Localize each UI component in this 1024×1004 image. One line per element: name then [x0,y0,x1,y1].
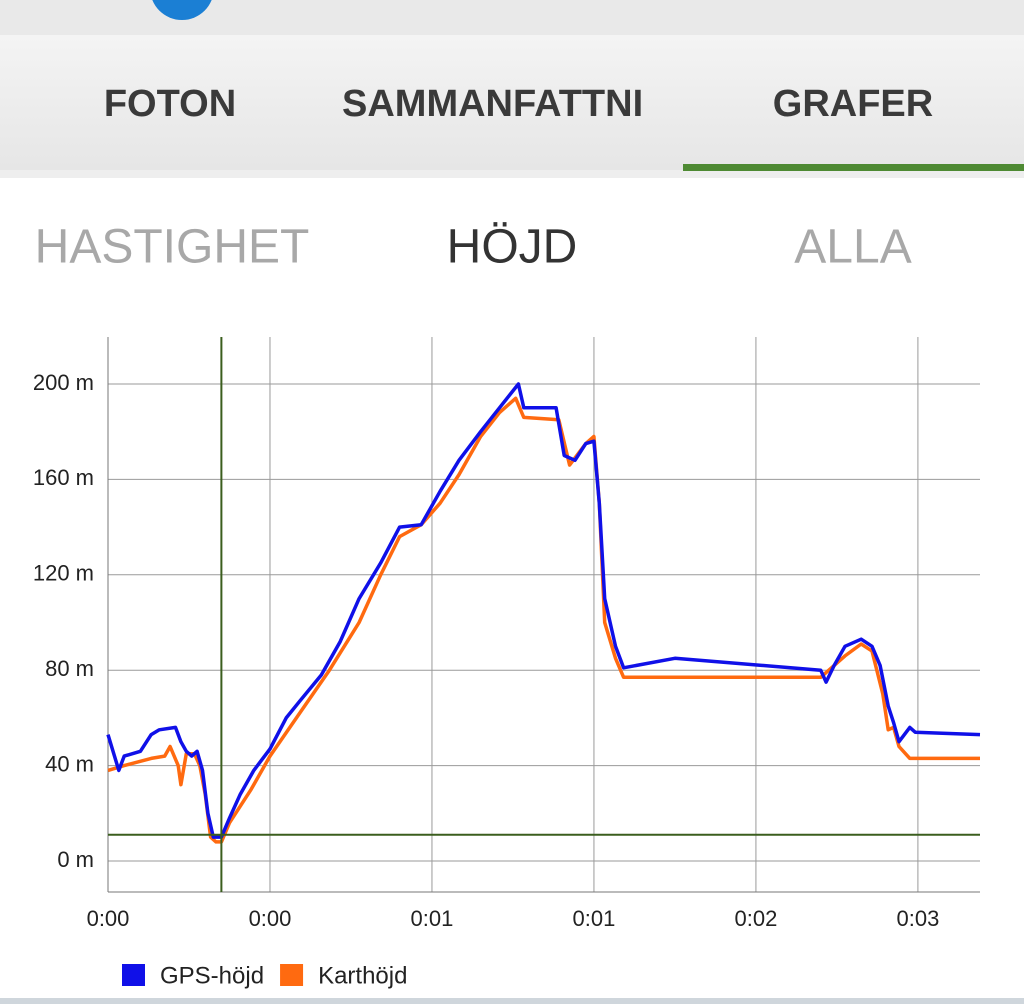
subtab[interactable]: HÖJD [447,221,578,274]
tab[interactable]: SAMMANFATTNI [342,83,643,125]
app-icon [152,0,212,20]
legend-swatch [280,964,304,986]
legend-label: Karthöjd [318,962,407,989]
x-tick-label: 0:01 [411,906,454,931]
legend-label: GPS-höjd [160,962,264,989]
y-tick-label: 200 m [33,370,94,395]
y-tick-label: 0 m [57,847,94,872]
subtab[interactable]: HASTIGHET [35,221,310,274]
y-tick-label: 80 m [45,656,94,681]
y-tick-label: 160 m [33,465,94,490]
bottom-edge [0,998,1024,1004]
y-tick-label: 40 m [45,751,94,776]
subtab[interactable]: ALLA [794,221,911,274]
tab-bar [0,35,1024,170]
tab[interactable]: FOTON [104,83,236,125]
line-series [107,396,980,844]
tab-shadow [0,170,1024,178]
status-bar [0,0,1024,35]
legend-swatch [122,964,145,986]
y-tick-label: 120 m [33,561,94,586]
x-tick-label: 0:03 [896,906,939,931]
x-tick-label: 0:00 [249,906,292,931]
x-tick-label: 0:02 [735,906,778,931]
x-tick-label: 0:00 [87,906,130,931]
tab-indicator [683,164,1024,171]
line-series [106,382,981,839]
tab[interactable]: GRAFER [773,83,933,125]
x-tick-label: 0:01 [573,906,616,931]
